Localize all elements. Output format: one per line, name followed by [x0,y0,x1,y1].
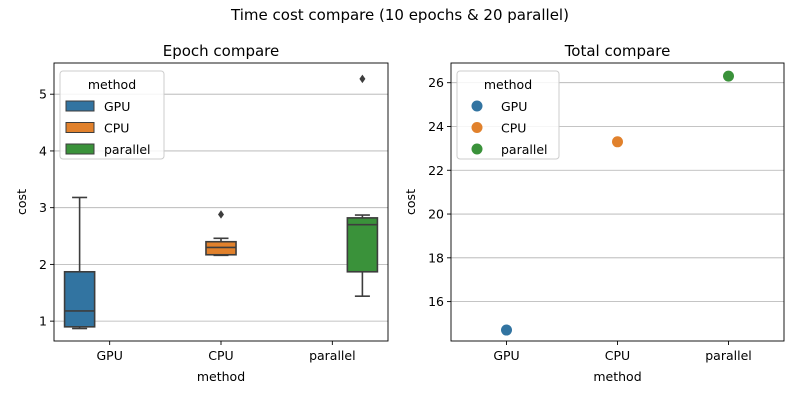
total-xtick-label: parallel [705,348,752,363]
epoch-panel-title: Epoch compare [163,42,280,60]
epoch-xtick-label: CPU [208,348,233,363]
total-xaxis-label: method [593,369,641,384]
box-body-GPU [63,270,96,328]
legend-label-CPU: CPU [501,121,526,136]
total-ytick-label: 24 [428,119,444,134]
point-GPU [501,324,512,336]
legend-label-parallel: parallel [104,142,151,157]
outlier-CPU [218,210,224,219]
total-xtick-label: GPU [493,348,519,363]
legend-title: method [484,77,532,92]
legend-title: method [88,77,136,92]
epoch-xaxis-label: method [197,369,245,384]
point-parallel [723,70,734,82]
epoch-yaxis-label: cost [14,189,29,215]
epoch-ytick-label: 1 [39,314,47,329]
total-ytick-label: 26 [428,75,444,90]
box-parallel [346,74,379,297]
epoch-ytick-label: 4 [39,143,47,158]
box-GPU [63,196,96,330]
total-yaxis-label: cost [403,189,418,215]
legend-label-GPU: GPU [501,99,527,114]
legend-frame [59,70,165,160]
epoch-ytick-label: 3 [39,200,47,215]
point-CPU [612,136,623,148]
legend-marker-CPU [471,122,483,133]
total-ytick-label: 22 [428,163,444,178]
total-ytick-label: 20 [428,207,444,222]
epoch-ytick-label: 2 [39,257,47,272]
legend-swatch-CPU [65,122,95,133]
epoch-compare-panel: 1 2 3 4 5 GPU CPU parallel Epoch compare method co… [14,42,389,384]
legend-swatch-GPU [65,100,95,112]
box-body-CPU [205,240,237,256]
legend-label-CPU: CPU [104,121,129,136]
figure-title: Time cost compare (10 epochs & 20 parall… [230,6,569,24]
legend-frame [456,70,560,160]
total-panel-title: Total compare [564,42,671,60]
epoch-xtick-label: GPU [96,348,122,363]
outlier-parallel [359,74,366,84]
legend-marker-GPU [471,100,483,112]
epoch-legend: method GPU CPU parallel [59,70,165,160]
legend-label-GPU: GPU [104,99,130,114]
total-legend: method GPU CPU parallel [456,70,560,160]
legend-swatch-parallel [65,143,95,155]
epoch-xtick-label: parallel [309,348,356,363]
box-body-parallel [346,217,379,273]
legend-marker-parallel [471,143,483,155]
total-ytick-label: 16 [428,294,444,309]
epoch-ytick-label: 5 [39,87,47,102]
box-CPU [205,210,237,257]
total-ytick-label: 18 [428,250,444,265]
legend-label-parallel: parallel [501,142,548,157]
total-xtick-label: CPU [605,348,630,363]
